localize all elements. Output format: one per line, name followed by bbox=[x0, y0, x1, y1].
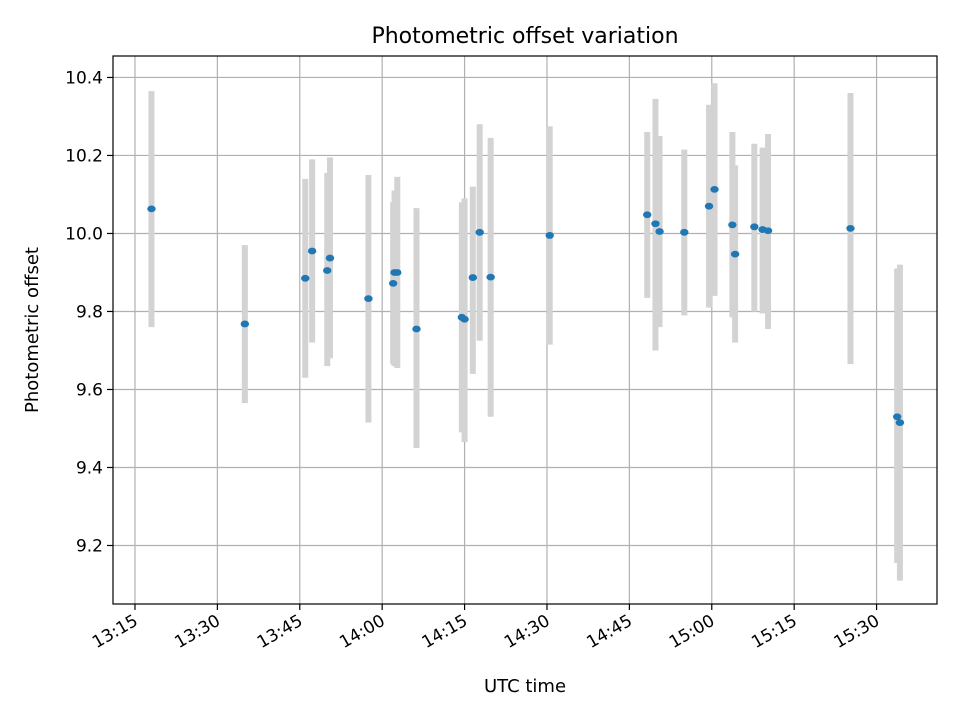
error-bars bbox=[148, 83, 903, 581]
x-tick-label: 14:45 bbox=[583, 611, 635, 653]
data-point bbox=[643, 211, 652, 219]
data-point bbox=[393, 269, 402, 276]
x-tick-label: 13:15 bbox=[89, 611, 141, 653]
data-point bbox=[460, 315, 469, 323]
x-tick-label: 13:45 bbox=[254, 611, 306, 653]
x-tick-label: 14:00 bbox=[336, 611, 388, 653]
data-point bbox=[710, 185, 719, 193]
grid bbox=[113, 56, 937, 604]
chart-title: Photometric offset variation bbox=[371, 24, 678, 49]
x-tick-label: 15:15 bbox=[748, 611, 800, 653]
data-point bbox=[325, 254, 335, 262]
data-point bbox=[651, 220, 660, 228]
data-point bbox=[730, 250, 740, 258]
y-tick-label: 9.8 bbox=[76, 302, 103, 322]
data-point bbox=[680, 228, 689, 236]
data-point bbox=[475, 228, 484, 236]
y-tick-label: 9.4 bbox=[76, 458, 103, 478]
y-tick-label: 10.4 bbox=[65, 68, 103, 88]
y-axis: 9.2 9.4 9.6 9.8 10.0 10.2 10.4 bbox=[65, 68, 113, 556]
data-point bbox=[147, 205, 156, 213]
y-tick-label: 9.6 bbox=[76, 380, 103, 400]
data-points bbox=[147, 185, 905, 427]
y-tick-label: 10.0 bbox=[65, 224, 103, 244]
data-point bbox=[486, 273, 495, 281]
x-tick-label: 13:30 bbox=[171, 611, 223, 653]
data-point bbox=[323, 267, 332, 274]
x-tick-label: 15:30 bbox=[831, 611, 883, 653]
data-point bbox=[704, 202, 714, 210]
data-point bbox=[364, 295, 373, 303]
x-axis-label: UTC time bbox=[484, 676, 566, 697]
data-point bbox=[240, 320, 250, 328]
data-point bbox=[846, 224, 855, 232]
y-axis-label: Photometric offset bbox=[22, 247, 43, 413]
data-point bbox=[545, 232, 554, 239]
data-point bbox=[655, 228, 664, 235]
x-axis: 13:15 13:30 13:45 14:00 14:15 14:30 14:45 15:00… bbox=[89, 604, 883, 653]
data-point bbox=[763, 227, 773, 235]
x-tick-label: 14:30 bbox=[501, 611, 553, 653]
data-point bbox=[750, 223, 759, 231]
x-tick-label: 15:00 bbox=[666, 611, 718, 653]
data-point bbox=[892, 413, 902, 421]
data-point bbox=[412, 325, 421, 333]
y-tick-label: 9.2 bbox=[76, 536, 103, 556]
data-point bbox=[388, 279, 398, 287]
data-point bbox=[468, 274, 478, 281]
plot-frame bbox=[112, 55, 938, 605]
data-point bbox=[728, 221, 737, 229]
data-point bbox=[307, 247, 317, 255]
x-tick-label: 14:15 bbox=[419, 611, 471, 653]
y-tick-label: 10.2 bbox=[65, 146, 103, 166]
data-point bbox=[301, 274, 310, 282]
data-point bbox=[895, 419, 905, 427]
